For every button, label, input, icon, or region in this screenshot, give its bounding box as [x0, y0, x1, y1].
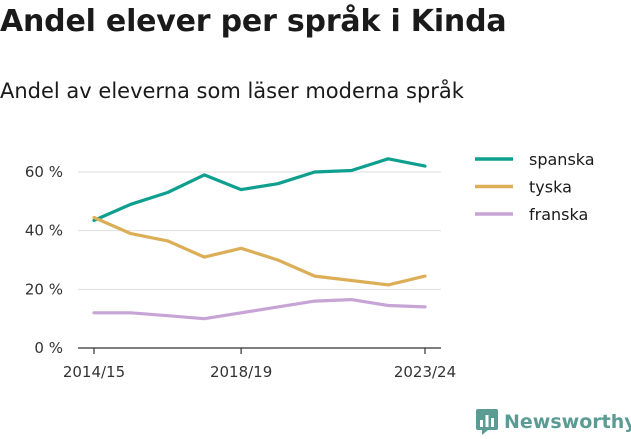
series-line-franska	[92, 298, 427, 321]
x-tick-label: 2018/19	[210, 363, 272, 381]
series-line-tyska	[92, 215, 427, 287]
chart-subtitle: Andel av eleverna som läser moderna språ…	[0, 79, 464, 103]
newsworthy-logo-icon	[476, 409, 498, 435]
brand-name: Newsworthy	[504, 411, 631, 433]
y-tick-label: 20 %	[25, 280, 63, 298]
legend-label-franska: franska	[529, 205, 588, 224]
legend-label-spanska: spanska	[529, 150, 595, 169]
series-line-spanska	[92, 157, 427, 222]
y-tick-label: 60 %	[25, 163, 63, 181]
chart-title: Andel elever per språk i Kinda	[0, 4, 507, 39]
x-tick-label: 2023/24	[394, 363, 456, 381]
y-tick-label: 0 %	[34, 339, 63, 357]
legend-label-tyska: tyska	[529, 178, 572, 197]
brand: Newsworthy	[476, 409, 631, 435]
x-tick-label: 2014/15	[63, 363, 125, 381]
y-tick-label: 40 %	[25, 222, 63, 240]
